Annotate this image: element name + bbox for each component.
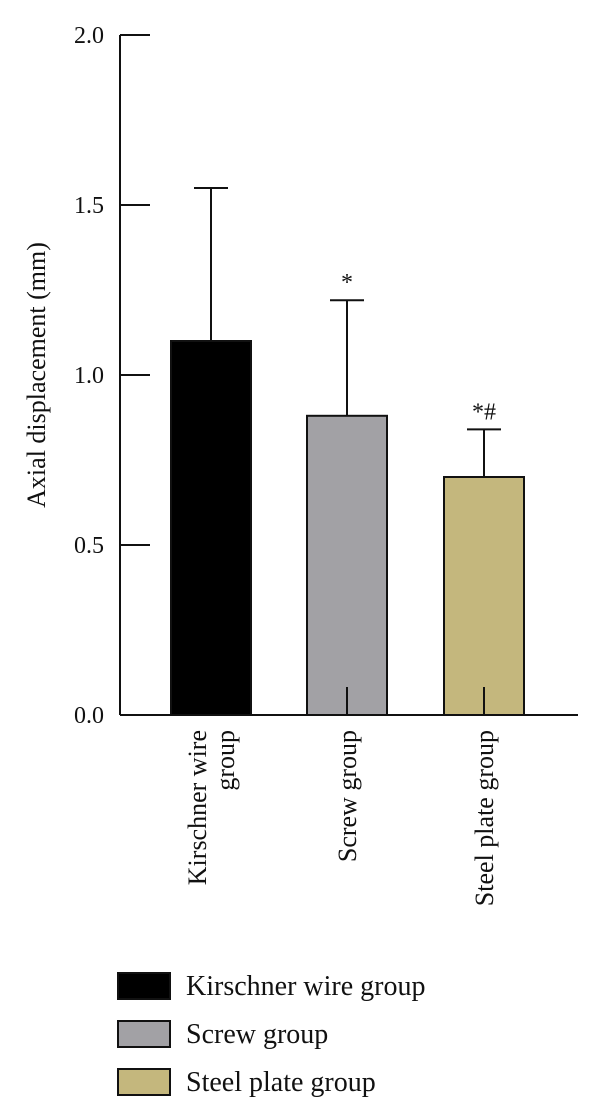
legend-swatch: [117, 1020, 171, 1048]
legend: Kirschner wire group Screw group Steel pla…: [117, 971, 425, 1098]
x-category-label: Kirschner wire group: [183, 730, 240, 885]
legend-label: Kirschner wire group: [186, 971, 425, 1002]
significance-label: *#: [472, 399, 496, 425]
x-category-label-line: Kirschner wire: [183, 730, 212, 885]
significance-label: *: [341, 270, 353, 296]
legend-swatch: [117, 1068, 171, 1096]
y-axis-title: Axial displacement (mm): [22, 242, 51, 508]
bars-group: [170, 187, 525, 716]
y-tick-label: 0.5: [74, 533, 104, 559]
x-category-label-line: group: [211, 730, 240, 791]
x-category-label: Screw group: [333, 730, 362, 862]
x-category-label-line: Screw group: [333, 730, 362, 862]
y-tick-label: 1.5: [74, 193, 104, 219]
axes-group: [119, 34, 578, 716]
y-tick-label: 2.0: [74, 23, 104, 49]
bar: [443, 476, 525, 716]
legend-label: Steel plate group: [186, 1067, 376, 1098]
y-tick-label: 0.0: [74, 703, 104, 729]
legend-swatch: [117, 972, 171, 1000]
legend-label: Screw group: [186, 1019, 328, 1050]
x-category-label-line: Steel plate group: [470, 730, 499, 906]
x-category-label: Steel plate group: [470, 730, 499, 906]
bar: [306, 414, 388, 716]
bar: [170, 340, 252, 716]
y-tick-label: 1.0: [74, 363, 104, 389]
